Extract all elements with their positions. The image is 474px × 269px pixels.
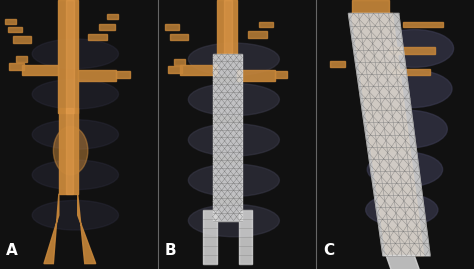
- Polygon shape: [79, 70, 116, 81]
- Bar: [213, 54, 243, 221]
- Bar: [165, 24, 179, 30]
- Text: A: A: [6, 243, 18, 258]
- Polygon shape: [386, 256, 424, 269]
- Polygon shape: [352, 13, 424, 256]
- Bar: [238, 210, 252, 264]
- Ellipse shape: [32, 200, 118, 230]
- Bar: [116, 71, 130, 78]
- Bar: [203, 210, 217, 264]
- Bar: [259, 22, 273, 27]
- Ellipse shape: [188, 43, 279, 75]
- Polygon shape: [181, 65, 217, 75]
- Ellipse shape: [32, 79, 118, 109]
- Ellipse shape: [369, 110, 447, 148]
- Polygon shape: [389, 47, 435, 54]
- Bar: [248, 31, 267, 38]
- Ellipse shape: [370, 70, 452, 108]
- Polygon shape: [78, 194, 96, 264]
- Ellipse shape: [375, 30, 454, 67]
- Polygon shape: [403, 22, 443, 27]
- Ellipse shape: [188, 83, 279, 116]
- Bar: [168, 66, 182, 73]
- Polygon shape: [44, 194, 59, 264]
- Bar: [170, 34, 188, 40]
- Bar: [9, 63, 24, 70]
- Bar: [66, 0, 74, 113]
- Ellipse shape: [188, 164, 279, 196]
- Polygon shape: [22, 65, 58, 75]
- Bar: [58, 0, 79, 113]
- Ellipse shape: [367, 152, 443, 187]
- Ellipse shape: [54, 126, 88, 175]
- Polygon shape: [237, 70, 274, 81]
- Bar: [8, 27, 22, 32]
- Polygon shape: [348, 13, 430, 256]
- Bar: [217, 0, 237, 54]
- Bar: [66, 108, 73, 194]
- Polygon shape: [329, 61, 345, 67]
- Bar: [174, 59, 185, 65]
- Polygon shape: [352, 0, 389, 13]
- Text: B: B: [165, 243, 176, 258]
- Bar: [16, 56, 27, 62]
- Bar: [225, 0, 232, 54]
- Ellipse shape: [32, 120, 118, 149]
- Bar: [274, 71, 287, 78]
- Ellipse shape: [188, 124, 279, 156]
- Bar: [107, 14, 118, 19]
- Text: C: C: [323, 243, 335, 258]
- Bar: [99, 24, 115, 30]
- Bar: [12, 36, 31, 43]
- Bar: [59, 108, 78, 194]
- Bar: [5, 19, 16, 24]
- Polygon shape: [392, 69, 430, 75]
- Ellipse shape: [188, 204, 279, 237]
- Ellipse shape: [32, 39, 118, 69]
- Ellipse shape: [366, 194, 438, 226]
- Ellipse shape: [32, 160, 118, 190]
- Bar: [88, 34, 107, 40]
